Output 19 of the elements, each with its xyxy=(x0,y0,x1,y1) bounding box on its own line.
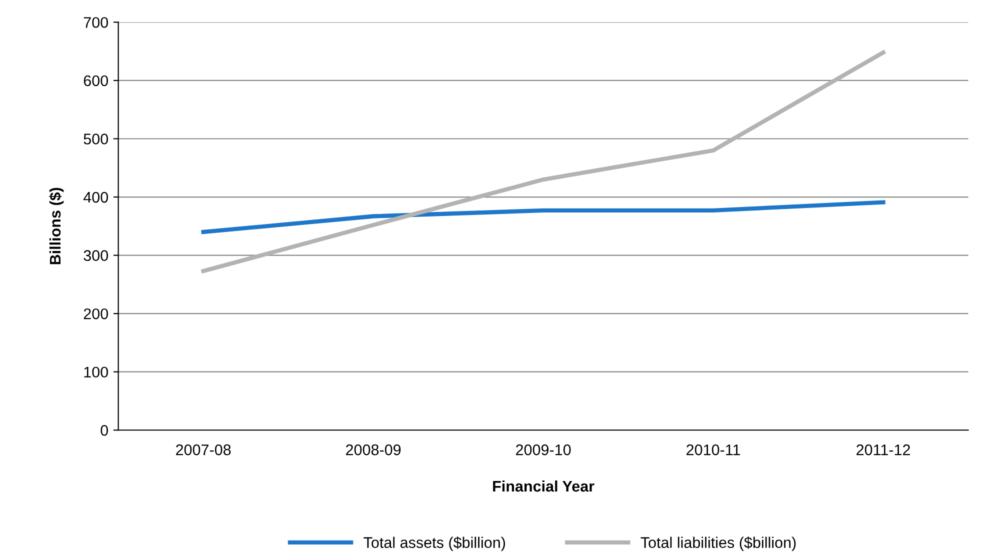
x-tick-label: 2008-09 xyxy=(346,444,401,456)
x-tick-label: 2009-10 xyxy=(516,444,571,456)
legend-label: Total assets ($billion) xyxy=(364,536,505,551)
y-tick-label: 500 xyxy=(84,134,108,144)
x-tick-label: 2010-11 xyxy=(686,444,740,456)
line-series xyxy=(201,200,886,234)
y-tick-label: 300 xyxy=(84,250,108,261)
x-tick-label: 2007-08 xyxy=(176,444,231,456)
x-axis-title: Financial Year xyxy=(493,480,594,492)
legend-label: Total liabilities ($billion) xyxy=(640,536,796,551)
y-tick-label: 400 xyxy=(83,192,108,203)
y-tick-label: 600 xyxy=(84,75,108,86)
y-tick-label: 200 xyxy=(84,308,108,320)
y-tick-label: 700 xyxy=(84,17,108,28)
y-tick-label: 100 xyxy=(84,366,108,378)
y-tick-label: 0 xyxy=(100,424,108,436)
line-series xyxy=(201,50,886,274)
y-axis-title: Billions ($) xyxy=(49,188,64,264)
x-tick-label: 2011-12 xyxy=(856,444,910,456)
